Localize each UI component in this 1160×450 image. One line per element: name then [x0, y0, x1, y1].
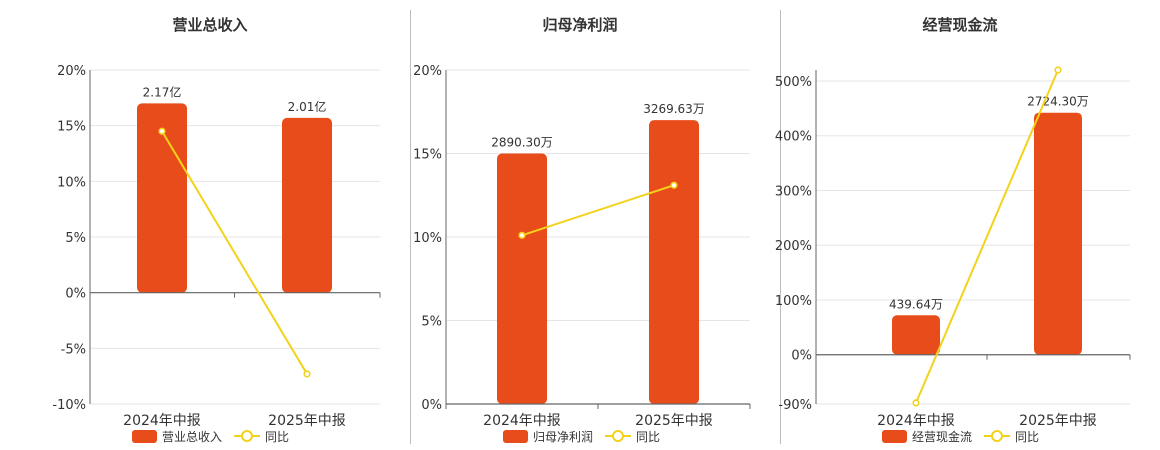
- chart-panel-2: 归母净利润 0% 5% 10% 15% 20% 2890.30万 3269.63万 2024年中…: [413, 16, 751, 444]
- chart-panel-3: 经营现金流 -90% 0% 100% 200% 300% 400% 500% 439.64万 27…: [775, 16, 1131, 444]
- y-tick-label: 300%: [775, 184, 812, 199]
- legend-label-line: 同比: [265, 430, 289, 444]
- panel-divider-2: [780, 10, 781, 444]
- bar-data-label: 2.17亿: [143, 84, 182, 99]
- y-tick-label: 0%: [421, 398, 442, 413]
- x-tick-label: 2024年中报: [483, 413, 561, 429]
- x-tick-label: 2025年中报: [635, 413, 713, 429]
- chart-title: 归母净利润: [542, 16, 617, 34]
- y-tick-label: 0%: [65, 287, 86, 302]
- y-tick-label: 20%: [57, 64, 86, 79]
- chart-title: 营业总收入: [172, 16, 247, 34]
- bar-data-label: 2.01亿: [288, 99, 327, 114]
- bar: [892, 315, 940, 355]
- bar: [1034, 112, 1082, 355]
- bar: [649, 120, 699, 404]
- legend-label-line: 同比: [1015, 430, 1039, 444]
- y-tick-label: 0%: [791, 349, 812, 364]
- x-tick-label: 2025年中报: [1019, 413, 1097, 429]
- y-tick-label: 200%: [775, 239, 812, 254]
- line-point: [158, 127, 166, 135]
- legend-swatch-bar: [882, 430, 907, 443]
- legend-label-bar: 营业总收入: [162, 430, 222, 444]
- legend-swatch-line-marker: [612, 430, 624, 442]
- chart-title: 经营现金流: [922, 16, 997, 34]
- bar-data-label: 439.64万: [889, 297, 943, 311]
- y-tick-label: 20%: [413, 64, 442, 79]
- line-point: [912, 399, 920, 407]
- chart-panel-1: 营业总收入 -10% -5% 0% 5% 10% 15% 20% 2.17亿 2.01亿 2024年…: [52, 16, 381, 444]
- y-tick-label: -5%: [61, 342, 86, 357]
- y-tick-label: 15%: [413, 148, 442, 163]
- legend-label-bar: 归母净利润: [533, 430, 593, 444]
- y-tick-label: -10%: [52, 398, 86, 413]
- legend-swatch-line-marker: [241, 430, 253, 442]
- y-tick-label: 10%: [57, 175, 86, 190]
- y-tick-label: 10%: [413, 231, 442, 246]
- legend-swatch-bar: [503, 430, 528, 443]
- line-point: [303, 370, 311, 378]
- line-series: [521, 184, 675, 237]
- bar-data-label: 3269.63万: [643, 102, 705, 116]
- y-tick-label: 500%: [775, 75, 812, 90]
- y-tick-label: 15%: [57, 120, 86, 135]
- bar-data-label: 2724.30万: [1027, 95, 1089, 109]
- panel-divider-1: [410, 10, 411, 444]
- legend-swatch-bar: [132, 430, 157, 443]
- legend-label-bar: 经营现金流: [912, 429, 972, 444]
- line-series: [161, 130, 308, 375]
- line-series: [915, 69, 1059, 404]
- bar: [497, 153, 547, 404]
- legend-swatch-line-marker: [991, 430, 1003, 442]
- y-tick-label: 5%: [421, 315, 442, 330]
- y-tick-label: 400%: [775, 130, 812, 145]
- bar-data-label: 2890.30万: [491, 136, 553, 150]
- line-point: [1054, 66, 1062, 74]
- x-tick-label: 2025年中报: [268, 413, 346, 429]
- x-tick-label: 2024年中报: [123, 413, 201, 429]
- bar: [282, 117, 332, 293]
- y-tick-label: -90%: [778, 398, 812, 413]
- line-point: [670, 181, 678, 189]
- legend-label-line: 同比: [636, 430, 660, 444]
- y-tick-label: 100%: [775, 294, 812, 309]
- line-point: [518, 231, 526, 239]
- x-tick-label: 2024年中报: [877, 413, 955, 429]
- y-tick-label: 5%: [65, 231, 86, 246]
